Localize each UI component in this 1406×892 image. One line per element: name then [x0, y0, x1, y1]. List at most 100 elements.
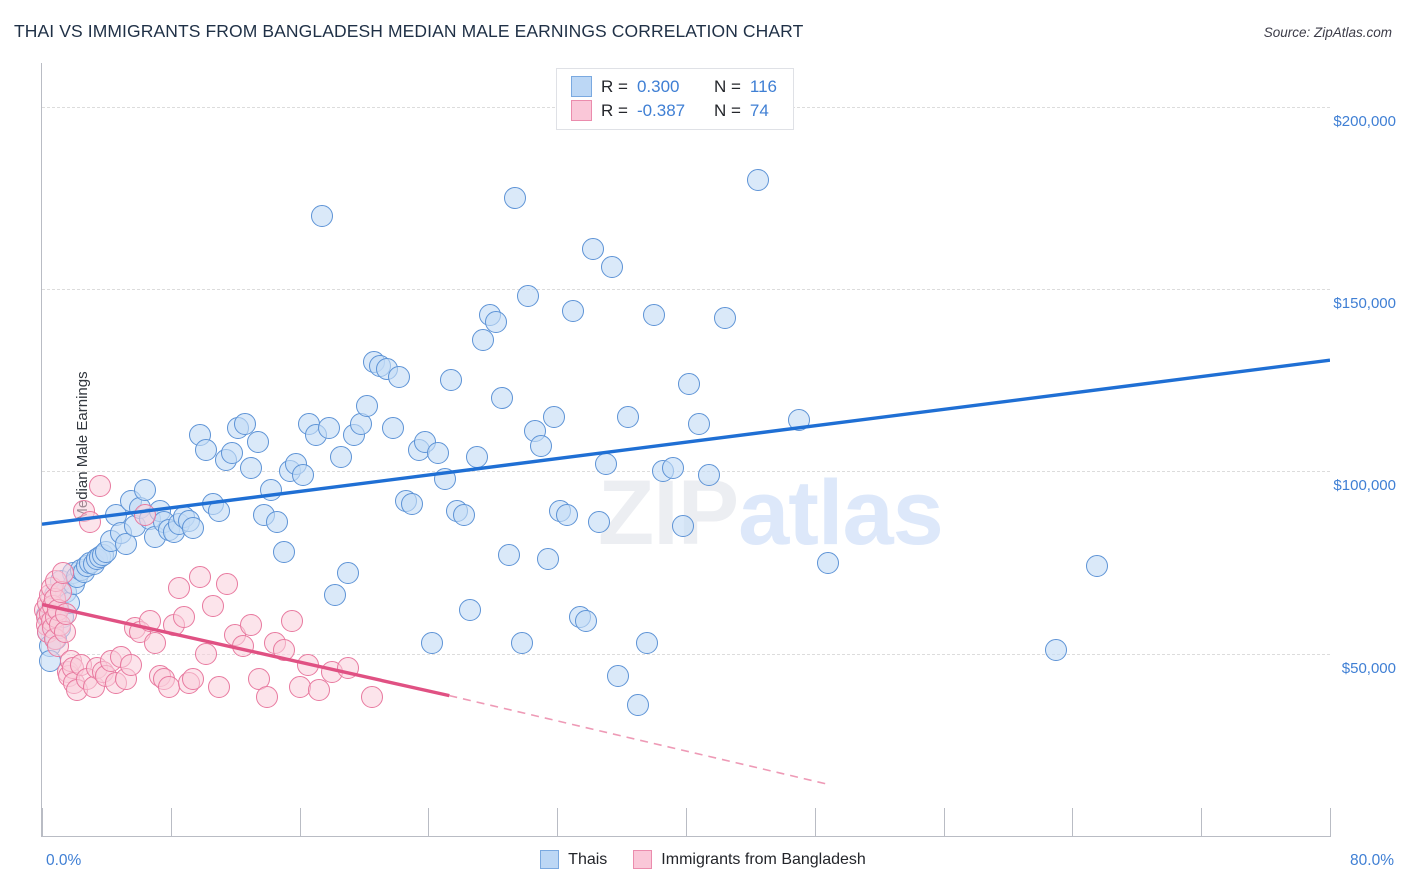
scatter-point[interactable] [280, 609, 303, 632]
scatter-point[interactable] [220, 442, 243, 465]
scatter-point[interactable] [542, 405, 565, 428]
scatter-point[interactable] [307, 679, 330, 702]
legend-label-thais: Thais [568, 850, 608, 868]
scatter-point[interactable] [747, 168, 770, 191]
scatter-point[interactable] [361, 686, 384, 709]
r-value-thais: 0.300 [636, 76, 680, 96]
scatter-point[interactable] [671, 515, 694, 538]
scatter-point[interactable] [427, 442, 450, 465]
scatter-point[interactable] [216, 573, 239, 596]
scatter-point[interactable] [167, 577, 190, 600]
scatter-point[interactable] [439, 369, 462, 392]
scatter-point[interactable] [240, 613, 263, 636]
x-axis-tick [1330, 808, 1331, 836]
scatter-point[interactable] [381, 416, 404, 439]
scatter-point[interactable] [240, 456, 263, 479]
scatter-point[interactable] [452, 504, 475, 527]
scatter-point[interactable] [172, 606, 195, 629]
scatter-point[interactable] [201, 595, 224, 618]
r-label-bangladesh: R = [601, 100, 628, 120]
scatter-point[interactable] [188, 566, 211, 589]
scatter-point[interactable] [256, 686, 279, 709]
scatter-point[interactable] [642, 303, 665, 326]
scatter-point[interactable] [562, 299, 585, 322]
scatter-point[interactable] [336, 562, 359, 585]
scatter-point[interactable] [296, 653, 319, 676]
scatter-point[interactable] [678, 372, 701, 395]
scatter-point[interactable] [195, 438, 218, 461]
scatter-point[interactable] [330, 445, 353, 468]
scatter-point[interactable] [536, 547, 559, 570]
legend-item-thais[interactable]: Thais [540, 850, 607, 869]
scatter-point[interactable] [291, 464, 314, 487]
scatter-point[interactable] [555, 504, 578, 527]
scatter-point[interactable] [491, 387, 514, 410]
scatter-point[interactable] [465, 445, 488, 468]
scatter-point[interactable] [50, 580, 73, 603]
scatter-point[interactable] [114, 533, 137, 556]
legend-item-bangladesh[interactable]: Immigrants from Bangladesh [633, 850, 866, 869]
scatter-point[interactable] [182, 668, 205, 691]
scatter-point[interactable] [259, 478, 282, 501]
scatter-point[interactable] [594, 453, 617, 476]
scatter-point[interactable] [182, 516, 205, 539]
scatter-point[interactable] [687, 412, 710, 435]
scatter-point[interactable] [356, 394, 379, 417]
scatter-point[interactable] [79, 511, 102, 534]
scatter-point[interactable] [662, 456, 685, 479]
scatter-point[interactable] [485, 310, 508, 333]
scatter-point[interactable] [272, 540, 295, 563]
scatter-point[interactable] [88, 474, 111, 497]
scatter-point[interactable] [517, 285, 540, 308]
scatter-point[interactable] [272, 639, 295, 662]
scatter-point[interactable] [195, 642, 218, 665]
scatter-point[interactable] [158, 675, 181, 698]
scatter-point[interactable] [317, 416, 340, 439]
scatter-point[interactable] [420, 631, 443, 654]
scatter-point[interactable] [607, 664, 630, 687]
scatter-point[interactable] [433, 467, 456, 490]
scatter-point[interactable] [336, 657, 359, 680]
scatter-point[interactable] [816, 551, 839, 574]
scatter-point[interactable] [575, 609, 598, 632]
scatter-point[interactable] [497, 544, 520, 567]
scatter-point[interactable] [626, 693, 649, 716]
scatter-point[interactable] [530, 434, 553, 457]
scatter-point[interactable] [246, 431, 269, 454]
scatter-point[interactable] [55, 602, 78, 625]
scatter-point[interactable] [208, 675, 231, 698]
scatter-point[interactable] [472, 329, 495, 352]
scatter-point[interactable] [288, 675, 311, 698]
scatter-point[interactable] [459, 598, 482, 621]
scatter-point[interactable] [208, 500, 231, 523]
scatter-point[interactable] [143, 631, 166, 654]
n-value-bangladesh: 74 [749, 100, 769, 120]
scatter-point[interactable] [510, 631, 533, 654]
scatter-point[interactable] [119, 653, 142, 676]
scatter-point[interactable] [713, 307, 736, 330]
source-attribution: Source: ZipAtlas.com [1263, 25, 1392, 40]
scatter-point[interactable] [1085, 555, 1108, 578]
scatter-point[interactable] [581, 237, 604, 260]
scatter-point[interactable] [266, 511, 289, 534]
scatter-point[interactable] [504, 186, 527, 209]
scatter-point[interactable] [787, 409, 810, 432]
scatter-point[interactable] [388, 365, 411, 388]
gridline [42, 289, 1330, 291]
scatter-point[interactable] [1045, 639, 1068, 662]
scatter-point[interactable] [134, 504, 157, 527]
series-legend: Thais Immigrants from Bangladesh [0, 850, 1406, 869]
scatter-point[interactable] [588, 511, 611, 534]
scatter-point[interactable] [324, 584, 347, 607]
scatter-point[interactable] [134, 478, 157, 501]
scatter-point[interactable] [600, 256, 623, 279]
x-axis-tick [686, 808, 687, 836]
scatter-point[interactable] [401, 493, 424, 516]
scatter-point[interactable] [697, 464, 720, 487]
scatter-point[interactable] [51, 562, 74, 585]
scatter-point[interactable] [138, 609, 161, 632]
scatter-point[interactable] [311, 205, 334, 228]
scatter-point[interactable] [636, 631, 659, 654]
scatter-point[interactable] [617, 405, 640, 428]
watermark: ZIPatlas [598, 461, 944, 566]
